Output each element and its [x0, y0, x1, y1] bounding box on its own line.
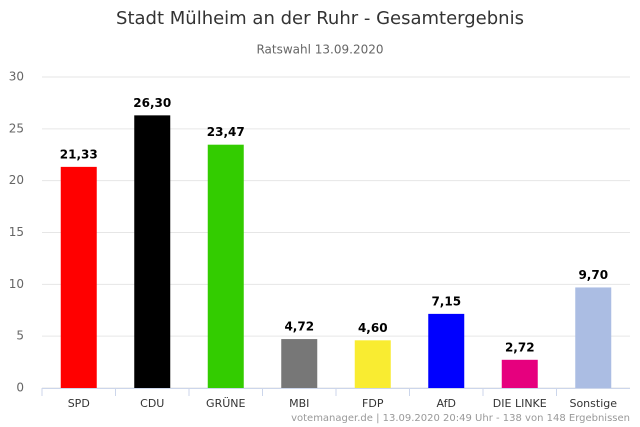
bar [575, 287, 612, 388]
x-tick-label: Sonstige [569, 397, 617, 410]
y-tick-label: 25 [9, 121, 24, 135]
value-label: 4,72 [284, 320, 314, 334]
y-tick-label: 20 [9, 173, 24, 187]
x-tick-label: FDP [362, 397, 384, 410]
x-tick-label: SPD [68, 397, 90, 410]
bar [60, 166, 97, 388]
x-tick-label: MBI [289, 397, 309, 410]
footer-credit: votemanager.de | 13.09.2020 20:49 Uhr - … [291, 413, 630, 424]
y-tick-label: 15 [9, 225, 24, 239]
y-tick-label: 5 [16, 329, 24, 343]
chart-subtitle: Ratswahl 13.09.2020 [256, 43, 383, 57]
y-tick-label: 10 [9, 277, 24, 291]
bar [354, 340, 391, 388]
bar [501, 359, 538, 388]
value-label: 21,33 [60, 147, 98, 161]
value-label: 9,70 [578, 268, 608, 282]
bar [428, 313, 465, 388]
value-label: 4,60 [358, 321, 388, 335]
x-tick-label: CDU [140, 397, 164, 410]
bar [281, 339, 318, 388]
value-label: 7,15 [431, 294, 461, 308]
bar [134, 115, 171, 389]
value-label: 23,47 [207, 125, 245, 139]
value-label: 26,30 [133, 96, 171, 110]
bar [207, 144, 244, 388]
y-tick-label: 30 [9, 70, 24, 84]
y-tick-label: 0 [16, 381, 24, 395]
x-tick-label: DIE LINKE [493, 397, 547, 410]
chart-title: Stadt Mülheim an der Ruhr - Gesamtergebn… [116, 8, 524, 29]
value-label: 2,72 [505, 340, 535, 354]
x-tick-label: GRÜNE [206, 397, 245, 410]
x-tick-label: AfD [437, 397, 456, 410]
